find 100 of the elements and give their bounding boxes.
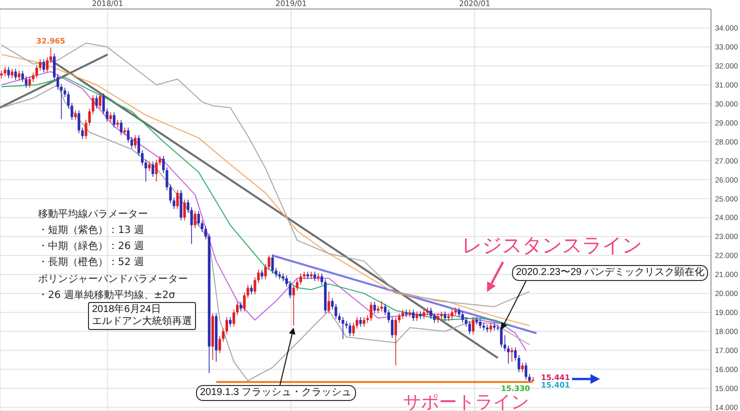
candlestick: [521, 362, 524, 373]
candlestick: [49, 47, 52, 64]
candlestick: [78, 110, 80, 134]
candlestick: [0, 70, 3, 79]
candlestick: [4, 66, 6, 77]
candlestick: [232, 309, 236, 328]
candlestick: [532, 376, 534, 382]
candlestick: [126, 127, 130, 144]
annotation: 2018年6月24日: [92, 304, 162, 316]
annotation: レジスタンスライン: [462, 233, 642, 257]
candlestick: [342, 316, 344, 340]
candlestick: [524, 362, 528, 380]
candlestick: [32, 72, 34, 82]
candlestick: [362, 316, 366, 328]
candlestick: [292, 284, 295, 326]
candlestick: [56, 74, 60, 90]
candlestick: [109, 112, 112, 122]
candlestick: [422, 309, 426, 320]
candlestick: [288, 280, 292, 299]
candlestick: [348, 322, 352, 336]
candlestick: [155, 159, 158, 182]
annotation: ・中期（緑色）：26 週: [38, 240, 144, 252]
annotation: サポートライン: [403, 392, 529, 411]
candlestick: [225, 316, 228, 335]
candlestick: [394, 316, 398, 366]
candlestick: [240, 302, 242, 312]
candlestick: [472, 316, 474, 335]
candlestick: [278, 271, 281, 280]
candlestick: [18, 70, 20, 81]
annotation: ・短期（紫色）：13 週: [38, 224, 144, 236]
candlestick: [271, 254, 274, 274]
candlestick: [42, 58, 46, 73]
candlestick: [137, 134, 140, 156]
candlestick: [218, 336, 222, 354]
annotation: 移動平均線パラメーター: [38, 208, 148, 220]
candlestick: [183, 199, 186, 221]
candlestick: [390, 316, 394, 338]
candlestick: [74, 110, 77, 120]
annotation: ・長期（橙色）：52 週: [38, 256, 144, 268]
candlestick: [320, 273, 324, 286]
annotation: ボリンジャーバンドパラメーター: [38, 274, 188, 285]
candlestick: [38, 58, 42, 72]
candlestick: [46, 56, 49, 73]
candlestick: [478, 318, 482, 329]
candlestick: [387, 309, 390, 324]
candlestick: [359, 316, 362, 328]
candlestick: [440, 311, 443, 320]
candlestick: [376, 305, 380, 314]
candlestick: [7, 66, 10, 79]
candlestick: [98, 92, 102, 109]
candlestick: [430, 307, 432, 320]
candlestick: [373, 302, 376, 314]
candlestick: [507, 345, 510, 364]
candlestick: [14, 68, 17, 81]
candlestick: [398, 312, 401, 324]
candlestick: [450, 309, 454, 320]
candlestick: [35, 64, 38, 79]
candlestick: [412, 309, 415, 322]
candlestick: [370, 302, 372, 322]
candlestick: [95, 94, 98, 109]
candlestick: [401, 309, 404, 320]
candlestick: [254, 276, 256, 295]
candlestick: [444, 311, 446, 322]
candlestick: [489, 322, 492, 333]
candlestick: [53, 53, 56, 81]
candlestick: [504, 334, 506, 352]
candlestick: [176, 190, 179, 210]
candlestick: [380, 300, 383, 312]
candlestick: [10, 68, 14, 79]
candlestick: [24, 76, 28, 88]
candlestick: [461, 311, 464, 324]
candlestick: [296, 278, 298, 291]
candlestick: [384, 303, 386, 316]
candlestick: [134, 134, 137, 149]
annotation: 2019.1.3 フラッシュ・クラッシュ: [200, 387, 352, 399]
candlestick: [416, 311, 418, 322]
candlestick: [152, 161, 154, 178]
annotation: エルドアン大統領再選: [92, 316, 192, 328]
candlestick: [436, 312, 440, 324]
candlestick: [144, 159, 148, 182]
candlestick: [313, 271, 316, 282]
candlestick: [260, 269, 264, 280]
candlestick: [222, 328, 225, 342]
candlestick: [28, 76, 31, 88]
candlestick: [204, 226, 207, 240]
candlestick: [228, 316, 232, 328]
candlestick: [112, 112, 116, 128]
candlestick: [454, 307, 457, 316]
annotation: 2020.2.23〜29 パンデミックリスク顕在化: [516, 267, 704, 279]
candlestick: [148, 161, 151, 172]
candlestick: [447, 312, 450, 322]
annotation: ・26 週単純移動平均線、±2σ: [38, 289, 176, 301]
candlestick: [194, 210, 196, 228]
candlestick: [60, 84, 63, 120]
candlestick: [468, 320, 471, 335]
candlestick: [250, 284, 253, 295]
candlestick: [299, 273, 302, 286]
candlestick: [500, 324, 503, 348]
candlestick: [120, 120, 122, 136]
candlestick: [328, 291, 330, 314]
